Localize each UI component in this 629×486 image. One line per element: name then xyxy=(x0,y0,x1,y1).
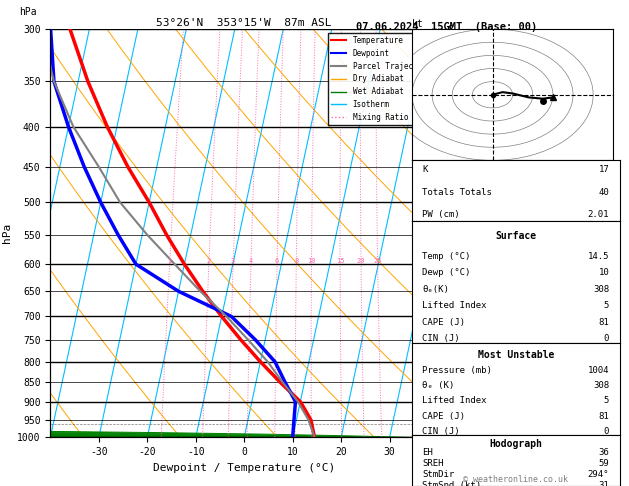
Text: kt: kt xyxy=(412,19,424,29)
Text: 14.5: 14.5 xyxy=(587,252,610,260)
Text: Lifted Index: Lifted Index xyxy=(423,301,487,310)
Text: 36: 36 xyxy=(598,448,610,457)
Text: 4: 4 xyxy=(249,258,253,264)
Text: 2: 2 xyxy=(207,258,211,264)
Text: θₑ (K): θₑ (K) xyxy=(423,381,455,390)
Text: 1: 1 xyxy=(167,258,172,264)
Text: 81: 81 xyxy=(598,412,610,421)
Text: 31: 31 xyxy=(598,481,610,486)
Text: SREH: SREH xyxy=(423,459,444,468)
Text: CAPE (J): CAPE (J) xyxy=(423,318,465,327)
Text: Hodograph: Hodograph xyxy=(489,439,542,449)
Text: CIN (J): CIN (J) xyxy=(423,334,460,343)
Text: StmSpd (kt): StmSpd (kt) xyxy=(423,481,481,486)
Text: Lifted Index: Lifted Index xyxy=(423,397,487,405)
Text: Mixing Ratio (g/kg): Mixing Ratio (g/kg) xyxy=(492,186,501,281)
Text: CAPE (J): CAPE (J) xyxy=(423,412,465,421)
Text: 8: 8 xyxy=(294,258,298,264)
Text: 17: 17 xyxy=(598,165,610,174)
Text: 15: 15 xyxy=(336,258,344,264)
Text: Pressure (mb): Pressure (mb) xyxy=(423,366,493,375)
Text: LCL: LCL xyxy=(440,419,455,428)
Text: 20: 20 xyxy=(357,258,365,264)
Text: 10: 10 xyxy=(307,258,316,264)
Text: 10: 10 xyxy=(598,268,610,277)
Text: 07.06.2024  15GMT  (Base: 00): 07.06.2024 15GMT (Base: 00) xyxy=(356,22,537,32)
Text: StmDir: StmDir xyxy=(423,469,455,479)
Text: Dewp (°C): Dewp (°C) xyxy=(423,268,470,277)
Text: K: K xyxy=(423,165,428,174)
Text: 25: 25 xyxy=(374,258,382,264)
Legend: Temperature, Dewpoint, Parcel Trajectory, Dry Adiabat, Wet Adiabat, Isotherm, Mi: Temperature, Dewpoint, Parcel Trajectory… xyxy=(328,33,434,125)
Text: hPa: hPa xyxy=(19,7,37,17)
Text: Most Unstable: Most Unstable xyxy=(477,350,554,360)
Text: PW (cm): PW (cm) xyxy=(423,210,460,219)
Y-axis label: km
ASL: km ASL xyxy=(465,212,483,233)
Text: © weatheronline.co.uk: © weatheronline.co.uk xyxy=(464,474,568,484)
Text: Totals Totals: Totals Totals xyxy=(423,188,493,197)
Text: EH: EH xyxy=(423,448,433,457)
Text: 1004: 1004 xyxy=(587,366,610,375)
Text: Temp (°C): Temp (°C) xyxy=(423,252,470,260)
X-axis label: Dewpoint / Temperature (°C): Dewpoint / Temperature (°C) xyxy=(153,463,335,473)
Text: 5: 5 xyxy=(604,397,610,405)
Text: 5: 5 xyxy=(604,301,610,310)
Text: 294°: 294° xyxy=(587,469,610,479)
Text: 59: 59 xyxy=(598,459,610,468)
Text: 6: 6 xyxy=(275,258,279,264)
Title: 53°26'N  353°15'W  87m ASL: 53°26'N 353°15'W 87m ASL xyxy=(157,18,332,28)
Text: θₑ(K): θₑ(K) xyxy=(423,285,449,294)
Text: 81: 81 xyxy=(598,318,610,327)
Text: 308: 308 xyxy=(593,285,610,294)
Y-axis label: hPa: hPa xyxy=(1,223,11,243)
Text: CIN (J): CIN (J) xyxy=(423,427,460,436)
Text: 3: 3 xyxy=(231,258,235,264)
Text: 40: 40 xyxy=(598,188,610,197)
Text: 308: 308 xyxy=(593,381,610,390)
Text: 0: 0 xyxy=(604,334,610,343)
Text: 0: 0 xyxy=(604,427,610,436)
Text: 2.01: 2.01 xyxy=(587,210,610,219)
Text: Surface: Surface xyxy=(495,231,537,241)
